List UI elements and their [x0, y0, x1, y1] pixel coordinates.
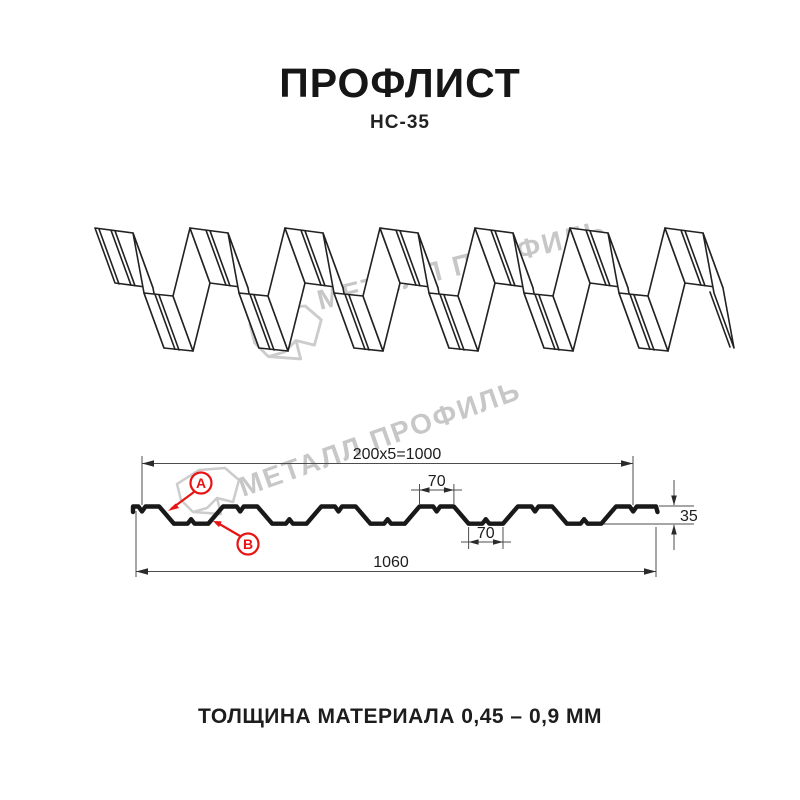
cross-section-drawing: МЕТАЛЛ ПРОФИЛЬ 200x5=1000 1060 70 70: [130, 374, 698, 577]
dim-total-width-value: 1060: [373, 554, 409, 571]
callout-b-label: B: [243, 536, 253, 552]
brand-logo-icon: [175, 466, 241, 516]
watermark-bottom: МЕТАЛЛ ПРОФИЛЬ: [175, 374, 525, 516]
thickness-note: ТОЛЩИНА МАТЕРИАЛА 0,45 – 0,9 ММ: [198, 705, 602, 728]
dim-bottom-flange: 70: [461, 525, 511, 549]
dim-height-value: 35: [680, 508, 698, 525]
dim-top-flange-value: 70: [428, 473, 446, 490]
page-title: ПРОФЛИСТ: [279, 60, 521, 106]
watermark-brand-text: МЕТАЛЛ ПРОФИЛЬ: [235, 374, 525, 502]
callout-b: B: [213, 521, 260, 556]
dim-total-width: 1060: [135, 511, 657, 577]
dim-working-width-value: 200x5=1000: [353, 446, 442, 463]
dim-working-width: 200x5=1000: [141, 446, 634, 505]
sheet-3d-drawing: МЕТАЛЛ ПРОФИЛЬ: [94, 214, 735, 361]
callout-a: A: [168, 471, 213, 511]
dim-height: 35: [600, 480, 698, 550]
profile-model-name: НС-35: [370, 112, 430, 133]
dim-top-flange: 70: [411, 473, 462, 504]
callout-a-label: A: [196, 475, 206, 491]
profile-outline: [130, 504, 660, 526]
corrugated-sheet-perspective: [94, 227, 735, 352]
dim-bottom-flange-value: 70: [477, 525, 495, 542]
